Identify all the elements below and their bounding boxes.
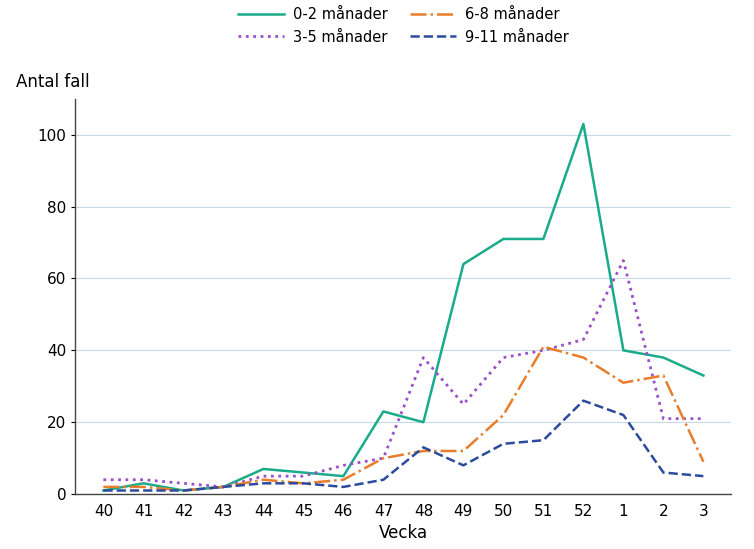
X-axis label: Vecka: Vecka bbox=[379, 524, 428, 542]
Text: Antal fall: Antal fall bbox=[17, 73, 90, 91]
Legend: 0-2 månader, 3-5 månader, 6-8 månader, 9-11 månader: 0-2 månader, 3-5 månader, 6-8 månader, 9… bbox=[238, 7, 569, 44]
